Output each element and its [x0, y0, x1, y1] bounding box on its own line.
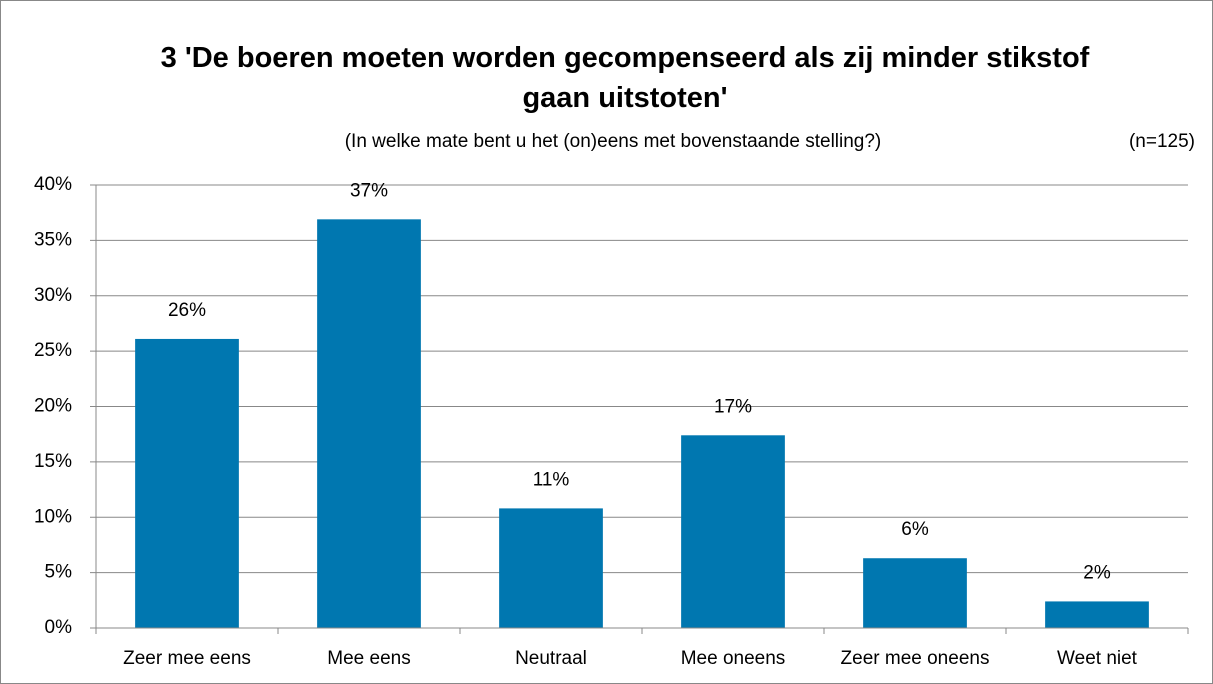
- y-tick-label: 40%: [34, 174, 72, 195]
- x-tick-label: Mee eens: [327, 648, 410, 669]
- data-label: 37%: [350, 180, 388, 201]
- y-tick-label: 10%: [34, 506, 72, 527]
- y-tick-label: 35%: [34, 229, 72, 250]
- y-tick-label: 0%: [45, 617, 73, 638]
- chart-subtitle: (In welke mate bent u het (on)eens met b…: [345, 131, 882, 152]
- y-tick-label: 5%: [45, 562, 73, 583]
- bar: [135, 338, 239, 628]
- x-tick-label: Zeer mee eens: [123, 648, 251, 669]
- x-tick-label: Weet niet: [1057, 648, 1138, 669]
- y-tick-label: 15%: [34, 451, 72, 472]
- x-tick-label: Mee oneens: [681, 648, 786, 669]
- data-label: 2%: [1083, 562, 1111, 583]
- bar: [863, 558, 967, 628]
- x-tick-label: Neutraal: [515, 648, 587, 669]
- bar: [681, 435, 785, 628]
- y-tick-label: 20%: [34, 396, 72, 417]
- bar: [317, 219, 421, 628]
- data-label: 17%: [714, 396, 752, 417]
- bar: [1045, 601, 1149, 628]
- x-tick-label: Zeer mee oneens: [841, 648, 990, 669]
- chart-title: 3 'De boeren moeten worden gecompenseerd…: [160, 42, 1090, 114]
- annotation: (n=125): [1129, 131, 1195, 152]
- y-tick-label: 25%: [34, 340, 72, 361]
- bar: [499, 508, 603, 628]
- y-tick-label: 30%: [34, 285, 72, 306]
- data-label: 26%: [168, 300, 206, 321]
- data-label: 11%: [533, 469, 570, 490]
- data-label: 6%: [901, 519, 929, 540]
